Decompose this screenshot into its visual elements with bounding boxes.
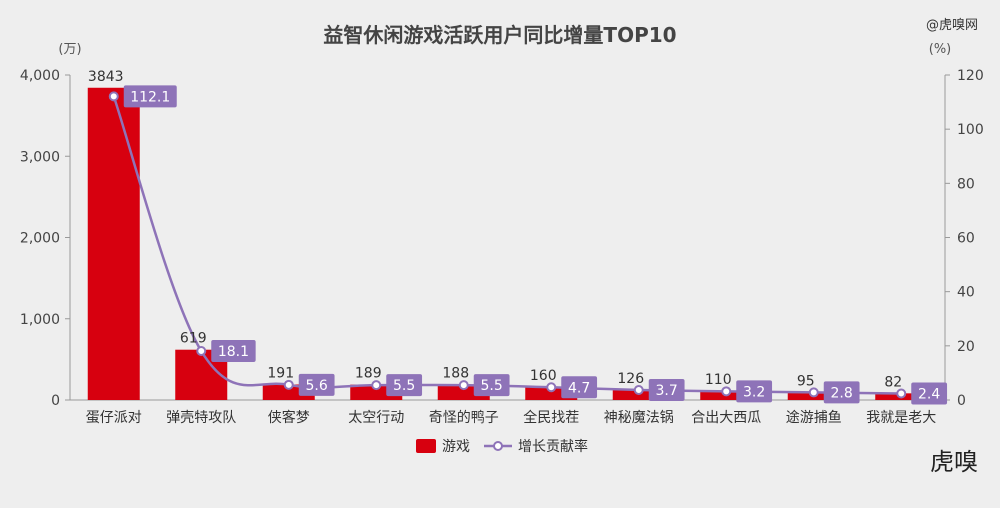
category-label: 神秘魔法锅 bbox=[604, 410, 674, 426]
right-tick-label: 40 bbox=[957, 285, 975, 301]
rate-value-label: 2.4 bbox=[918, 387, 940, 403]
rate-value-label: 18.1 bbox=[218, 344, 249, 360]
rate-value-label: 3.7 bbox=[656, 383, 678, 399]
right-tick-label: 120 bbox=[957, 68, 984, 84]
category-label: 侠客梦 bbox=[268, 409, 310, 426]
rate-point bbox=[896, 388, 907, 399]
rate-label-box bbox=[123, 85, 177, 108]
rate-point bbox=[371, 380, 382, 391]
rate-value-label: 5.6 bbox=[306, 378, 328, 394]
rate-point bbox=[721, 386, 732, 397]
category-label: 合出大西瓜 bbox=[691, 410, 761, 426]
bar-value-label: 82 bbox=[884, 374, 902, 390]
category-label: 奇怪的鸭子 bbox=[429, 409, 499, 426]
rate-label-box bbox=[648, 378, 685, 401]
rate-point bbox=[108, 91, 119, 102]
bar bbox=[87, 87, 140, 400]
rate-label-box bbox=[911, 382, 948, 405]
bar-value-label: 191 bbox=[267, 365, 294, 381]
left-tick-label: 3,000 bbox=[20, 149, 60, 165]
rate-label-box bbox=[211, 339, 256, 362]
bar-value-label: 619 bbox=[180, 331, 207, 347]
rate-point bbox=[283, 379, 294, 390]
watermark: @虎嗅网 bbox=[926, 18, 978, 33]
right-tick-label: 60 bbox=[957, 231, 975, 247]
rate-value-label: 3.2 bbox=[743, 384, 765, 400]
left-tick-label: 2,000 bbox=[20, 231, 60, 247]
bar-value-label: 3843 bbox=[88, 69, 124, 85]
axes: 0 1,000 2,000 3,000 4,000 0 20 40 60 80 100 120 蛋仔派对… bbox=[20, 68, 984, 426]
rate-label-box bbox=[561, 376, 598, 399]
rate-value-label: 112.1 bbox=[130, 89, 170, 105]
bar-value-label: 95 bbox=[797, 373, 815, 389]
bar-value-label: 110 bbox=[705, 372, 732, 388]
bar-value-label: 160 bbox=[530, 368, 557, 384]
chart-title: 益智休闲游戏活跃用户同比增量TOP10 bbox=[323, 23, 676, 47]
rate-point bbox=[633, 384, 644, 395]
bar-value-label: 126 bbox=[617, 371, 644, 387]
rate-label-box bbox=[298, 373, 335, 396]
category-label: 蛋仔派对 bbox=[86, 410, 142, 426]
right-tick-label: 20 bbox=[957, 339, 975, 355]
legend-line-marker bbox=[493, 441, 503, 451]
bar-value-label: 189 bbox=[355, 366, 382, 382]
right-tick-label: 100 bbox=[957, 122, 984, 138]
bar-value-label: 188 bbox=[442, 366, 469, 382]
rate-point bbox=[196, 345, 207, 356]
legend-bar-swatch bbox=[416, 439, 436, 453]
right-tick-label: 0 bbox=[957, 393, 966, 409]
rate-value-label: 5.5 bbox=[481, 378, 503, 394]
left-tick-label: 0 bbox=[51, 393, 60, 409]
right-axis-unit: (%) bbox=[929, 42, 952, 57]
rate-value-label: 5.5 bbox=[393, 378, 415, 394]
category-label: 太空行动 bbox=[348, 410, 404, 426]
right-tick-label: 80 bbox=[957, 176, 975, 192]
left-axis-unit: (万) bbox=[58, 42, 81, 57]
rate-point bbox=[808, 387, 819, 398]
rate-label-box bbox=[386, 374, 423, 397]
rate-label-box bbox=[736, 380, 773, 403]
rate-point bbox=[458, 380, 469, 391]
category-label: 弹壳特攻队 bbox=[166, 409, 236, 426]
rate-value-label: 2.8 bbox=[831, 385, 853, 401]
rate-label-box bbox=[823, 381, 860, 404]
category-label: 途游捕鱼 bbox=[786, 409, 842, 426]
data-labels: 3843 619 191 189 188 160 126 110 95 82 112.1 18.1 5.… bbox=[88, 69, 948, 405]
rate-value-label: 4.7 bbox=[568, 380, 590, 396]
legend: 游戏 增长贡献率 bbox=[416, 438, 588, 455]
logo: 虎嗅 bbox=[930, 448, 978, 476]
category-label: 全民找茬 bbox=[523, 409, 579, 426]
legend-bar-label: 游戏 bbox=[442, 439, 470, 455]
legend-line-label: 增长贡献率 bbox=[518, 438, 588, 455]
left-tick-label: 4,000 bbox=[20, 68, 60, 84]
category-label: 我就是老大 bbox=[866, 410, 936, 426]
rate-point bbox=[546, 382, 557, 393]
rate-label-box bbox=[473, 374, 510, 397]
left-tick-label: 1,000 bbox=[20, 312, 60, 328]
